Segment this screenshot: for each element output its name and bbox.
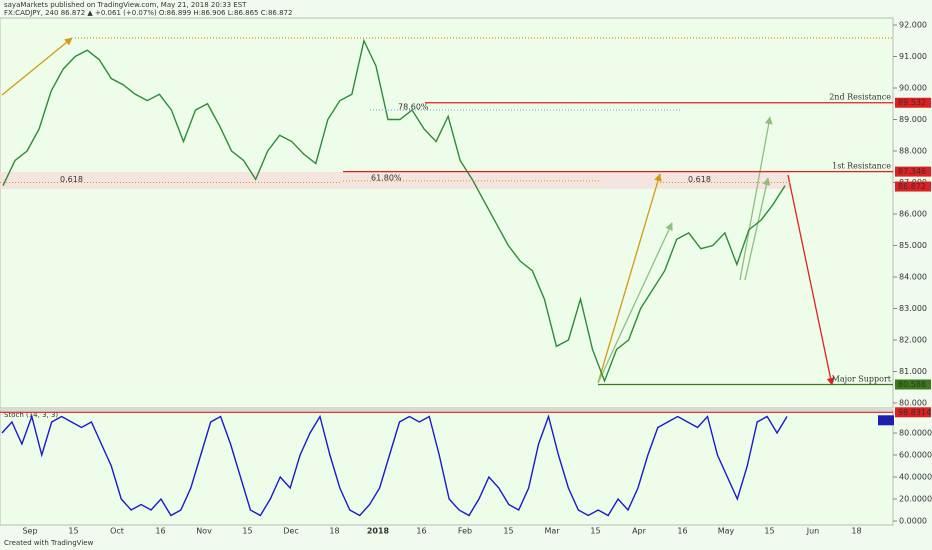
fib-label: 0.618 [60, 175, 83, 184]
stoch-title: Stoch (14, 3, 3) [4, 411, 58, 419]
x-tick-label: Dec [283, 527, 298, 536]
x-tick-label: 16 [677, 527, 687, 536]
price-tag [895, 166, 931, 177]
fib-label: 0.618 [688, 175, 711, 184]
price-tag-label: 80.588 [898, 380, 926, 389]
arrow [1, 37, 73, 96]
price-tag [895, 407, 931, 418]
x-tick-label: Feb [458, 527, 472, 536]
x-tick-label: Nov [196, 527, 212, 536]
price-line [2, 38, 786, 383]
x-tick-label: 16 [155, 527, 165, 536]
fib-label: 61.80% [371, 173, 402, 182]
stoch-pane [0, 409, 894, 526]
y-tick-label: 91.000 [899, 52, 927, 61]
price-tag [895, 97, 931, 108]
x-tick-label: 18 [851, 527, 861, 536]
level-name: 1st Resistance [832, 162, 891, 171]
x-tick-label: Jun [806, 527, 820, 536]
price-tag [895, 181, 931, 192]
x-tick-label: 15 [590, 527, 600, 536]
price-tag [895, 379, 931, 390]
y-tick-label: 88.000 [899, 147, 927, 156]
y-tick-label: 84.000 [899, 273, 927, 282]
arrow [744, 177, 771, 281]
stoch-line [1, 414, 788, 517]
y-tick-label: 80.0000 [899, 429, 932, 438]
arrow [597, 173, 662, 384]
price-tag-label: 89.532 [898, 98, 926, 107]
arrow [739, 116, 773, 281]
x-tick-label: Apr [632, 527, 647, 536]
arrow [787, 174, 835, 386]
y-tick-label: 60.0000 [899, 451, 932, 460]
y-tick-label: 85.000 [899, 241, 927, 250]
y-tick-label: 92.000 [899, 21, 927, 30]
legend-swatch [878, 415, 894, 426]
x-tick-label: 18 [329, 527, 339, 536]
y-tick-label: 81.000 [899, 367, 927, 376]
y-tick-label: 0.0000 [899, 517, 927, 526]
fib-label: 78.60% [398, 103, 429, 112]
x-tick-label: May [718, 527, 735, 536]
last-price: 86.872 [898, 182, 926, 191]
arrows [1, 37, 893, 386]
y-tick-label: 82.000 [899, 336, 927, 345]
footer: Created with TradingView [4, 539, 94, 547]
x-tick-label: 15 [764, 527, 774, 536]
x-tick-label: 2018 [367, 527, 390, 536]
x-tick-label: 15 [68, 527, 78, 536]
level-name: Major Support [832, 374, 892, 383]
arrow [597, 222, 673, 384]
x-tick-label: Sep [22, 527, 37, 536]
x-tick-label: Oct [110, 527, 124, 536]
y-tick-label: 40.0000 [899, 473, 932, 482]
y-tick-label: 90.000 [899, 84, 927, 93]
x-tick-label: 16 [416, 527, 426, 536]
publisher: sayaMarkets published on TradingView.com… [4, 1, 247, 9]
x-tick-label: Mar [544, 527, 560, 536]
x-tick-label: 15 [503, 527, 513, 536]
y-tick-label: 20.0000 [899, 495, 932, 504]
price-pane [0, 17, 894, 409]
threshold-label: 98.8314 [898, 408, 931, 417]
level-name: 2nd Resistance [829, 93, 891, 102]
y-tick-label: 86.000 [899, 210, 927, 219]
y-tick-label: 89.000 [899, 115, 927, 124]
legend-label: %D [880, 416, 894, 425]
y-tick-label: 83.000 [899, 304, 927, 313]
symbol: FX:CADJPY, 240 86.872 ▲ +0.061 (+0.07%) … [4, 9, 292, 17]
x-tick-label: 15 [242, 527, 252, 536]
y-tick-label: 80.000 [899, 399, 927, 408]
price-tag-label: 87.346 [898, 167, 926, 176]
